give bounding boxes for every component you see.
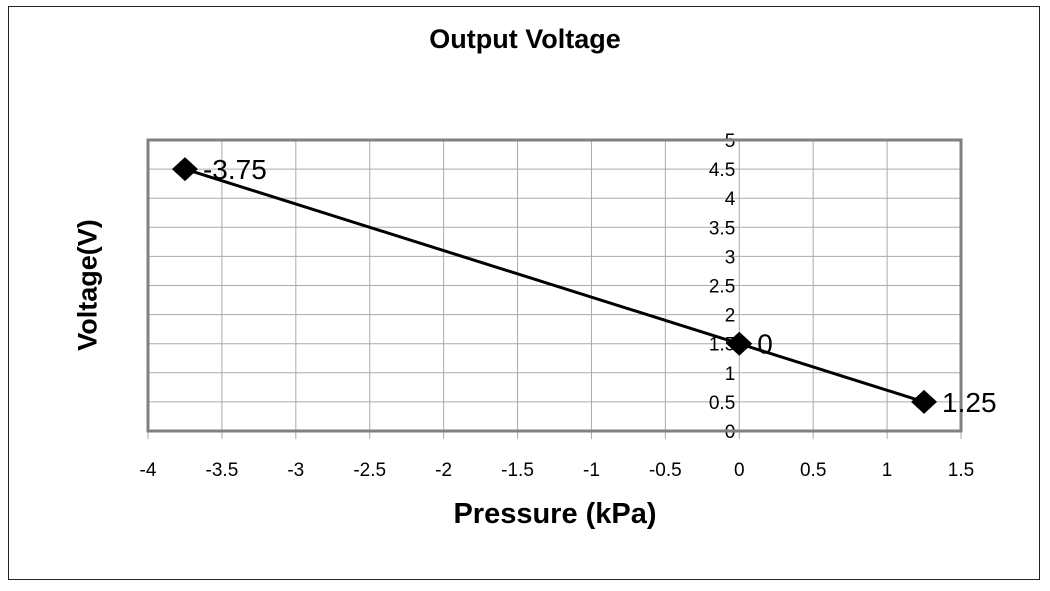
x-tick-label: 1.5	[948, 460, 974, 481]
x-tick-label: -2	[435, 460, 452, 481]
data-label: 1.25	[942, 387, 997, 418]
x-tick-label: 1	[882, 460, 893, 481]
y-tick-label: 2	[725, 306, 736, 327]
x-tick-label: -3.5	[206, 460, 239, 481]
y-tick-label: 4.5	[709, 160, 735, 181]
x-axis-label: Pressure (kPa)	[453, 498, 657, 530]
x-tick-label: 0	[734, 460, 745, 481]
data-point-marker	[911, 389, 938, 414]
data-label: 0	[757, 329, 773, 360]
y-tick-label: 2.5	[709, 277, 735, 298]
data-point-marker	[171, 157, 198, 182]
x-tick-label: -3	[287, 460, 304, 481]
x-tick-label: -2.5	[353, 460, 386, 481]
x-tick-label: -1	[583, 460, 600, 481]
x-tick-label: -4	[140, 460, 157, 481]
y-tick-label: 4	[725, 189, 736, 210]
x-tick-label: 0.5	[800, 460, 826, 481]
x-tick-label: -0.5	[649, 460, 682, 481]
data-point-marker	[726, 331, 753, 356]
x-tick-label: -1.5	[501, 460, 534, 481]
chart-frame	[8, 6, 1040, 580]
y-tick-label: 3.5	[709, 218, 735, 239]
y-tick-label: 3	[725, 247, 736, 268]
plot-area-border	[146, 138, 963, 433]
chart-title: Output Voltage	[429, 24, 621, 54]
data-label: -3.75	[203, 154, 267, 185]
y-tick-label: 0.5	[709, 393, 735, 414]
y-tick-label: 1	[725, 364, 736, 385]
